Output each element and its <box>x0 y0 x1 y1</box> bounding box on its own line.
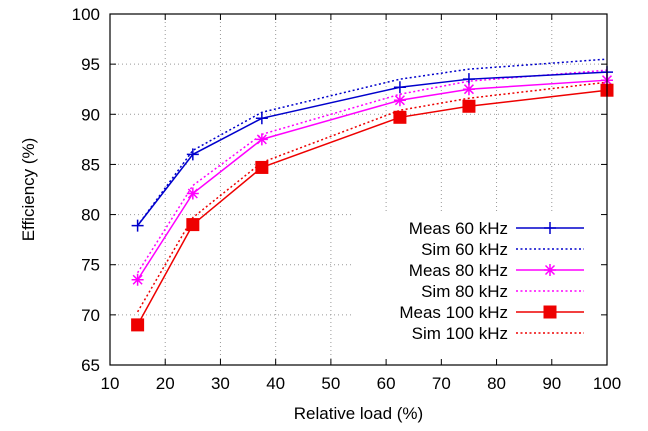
legend: Meas 60 kHz Sim 60 kHz Meas 80 kHz Sim 80 k… <box>399 219 584 343</box>
plus-marker <box>393 81 406 94</box>
series-meas-80-khz <box>131 74 613 286</box>
x-tick-label: 50 <box>321 374 340 393</box>
x-tick-label: 60 <box>377 374 396 393</box>
x-tick-label: 90 <box>542 374 561 393</box>
plus-marker <box>186 148 199 161</box>
series-line <box>136 81 608 313</box>
series-line <box>137 58 608 227</box>
series-lines <box>131 58 614 332</box>
y-tick-label: 95 <box>81 55 100 74</box>
legend-label: Sim 60 kHz <box>421 240 508 259</box>
y-tick-label: 75 <box>81 256 100 275</box>
legend-label: Meas 60 kHz <box>409 219 508 238</box>
asterisk-marker <box>462 83 475 96</box>
square-marker <box>255 160 269 174</box>
y-tick-label: 90 <box>81 105 100 124</box>
square-marker <box>393 110 407 124</box>
series-sim-60-khz <box>137 58 608 227</box>
y-axis-label: Efficiency (%) <box>19 138 38 242</box>
asterisk-marker <box>255 133 268 146</box>
series-meas-100-khz <box>131 83 614 332</box>
y-tick-label: 70 <box>81 306 100 325</box>
asterisk-marker <box>186 187 199 200</box>
x-tick-label: 20 <box>156 374 175 393</box>
square-marker <box>543 305 557 319</box>
x-tick-label: 100 <box>593 374 621 393</box>
square-marker <box>462 99 476 113</box>
plus-marker <box>462 73 475 86</box>
x-tick-label: 30 <box>211 374 230 393</box>
plus-marker <box>544 222 556 234</box>
legend-label: Sim 100 kHz <box>412 324 508 343</box>
legend-label: Meas 100 kHz <box>399 303 508 322</box>
x-tick-label: 70 <box>432 374 451 393</box>
y-tick-label: 80 <box>81 206 100 225</box>
y-tick-label: 65 <box>81 356 100 375</box>
grid <box>110 14 607 365</box>
x-tick-label: 40 <box>266 374 285 393</box>
series-line <box>136 89 608 326</box>
plot-frame <box>109 13 608 366</box>
legend-label: Meas 80 kHz <box>409 261 508 280</box>
x-tick-label: 10 <box>101 374 120 393</box>
legend-label: Sim 80 kHz <box>421 282 508 301</box>
plus-marker <box>255 112 268 125</box>
series-sim-80-khz <box>136 69 608 274</box>
x-tick-label: 80 <box>487 374 506 393</box>
plus-marker <box>131 219 144 232</box>
series-meas-60-khz <box>131 66 613 232</box>
series-sim-100-khz <box>136 81 608 313</box>
series-line <box>136 69 608 274</box>
series-line <box>136 79 608 281</box>
y-tick-label: 100 <box>72 5 100 24</box>
y-tick-label: 85 <box>81 155 100 174</box>
square-marker <box>131 318 145 332</box>
square-marker <box>186 218 200 232</box>
asterisk-marker <box>393 94 406 107</box>
axis-ticks: 10 20 30 40 50 60 70 80 90 100 65 70 75 80 85 90 95 100 <box>72 5 622 393</box>
x-axis-label: Relative load (%) <box>294 404 423 423</box>
asterisk-marker <box>544 264 556 276</box>
asterisk-marker <box>131 273 144 286</box>
series-line <box>137 71 608 227</box>
